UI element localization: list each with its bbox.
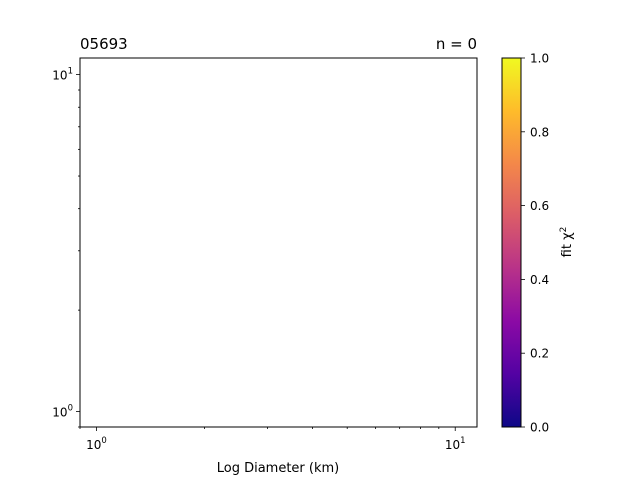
- colorbar-tick-label: 0.8: [530, 125, 549, 139]
- colorbar-label: fit χ2: [559, 227, 575, 258]
- chart-title-right: n = 0: [436, 35, 477, 53]
- svg-text:fit χ2: fit χ2: [559, 227, 575, 258]
- plot-frame: [79, 57, 478, 428]
- y-tick-label: 101: [52, 67, 73, 83]
- colorbar-tick-label: 0.4: [530, 273, 549, 287]
- x-tick-label: 101: [445, 436, 466, 452]
- colorbar-tick-label: 0.2: [530, 347, 549, 361]
- x-axis-label: Log Diameter (km): [217, 461, 340, 476]
- colorbar: [501, 57, 522, 428]
- colorbar-tick-label: 0.0: [530, 421, 549, 435]
- colorbar-tick-label: 0.6: [530, 199, 549, 213]
- y-tick-label: 100: [52, 404, 73, 420]
- plot-area: [80, 58, 477, 427]
- x-tick-label: 100: [86, 436, 107, 452]
- chart-title-left: 05693: [80, 35, 128, 53]
- colorbar-tick-label: 1.0: [530, 52, 549, 66]
